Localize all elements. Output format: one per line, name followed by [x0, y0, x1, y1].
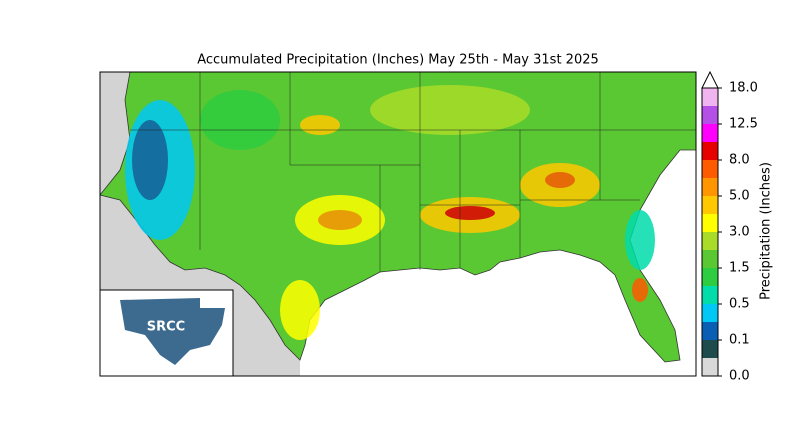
colorbar-segment	[702, 88, 718, 106]
colorbar-segment	[702, 322, 718, 340]
colorbar-extend	[701, 70, 719, 89]
colorbar-segment	[702, 142, 718, 160]
colorbar-segment	[702, 160, 718, 178]
map: SRCC	[99, 71, 697, 377]
logo-shape	[120, 298, 225, 365]
colorbar-tick-label: 0.1	[729, 333, 750, 348]
colorbar-tick-label: 8.0	[729, 153, 750, 168]
colorbar-segment	[702, 178, 718, 196]
colorbar: 0.0 0.1 0.5 1.5 3.0 5.0 8.0 12.5 18.0	[701, 70, 758, 384]
colorbar-segment	[702, 196, 718, 214]
colorbar-tick-label: 1.5	[729, 261, 750, 276]
colorbar-tick-label: 18.0	[729, 81, 758, 96]
colorbar-segment	[702, 358, 718, 376]
colorbar-segment	[702, 250, 718, 268]
colorbar-segment	[702, 232, 718, 250]
colorbar-segment	[702, 340, 718, 358]
colorbar-segment	[702, 304, 718, 322]
map-frame	[99, 71, 697, 377]
logo-text: SRCC	[147, 320, 185, 335]
colorbar-tick-label: 12.5	[729, 117, 758, 132]
colorbar-tick-label: 3.0	[729, 225, 750, 240]
state-borders	[130, 72, 696, 272]
colorbar-segment	[702, 124, 718, 142]
colorbar-segment	[702, 286, 718, 304]
land-outside	[100, 72, 130, 195]
colorbar-tick-label: 0.5	[729, 297, 750, 312]
colorbar-tick-label: 0.0	[729, 369, 750, 384]
logo: SRCC	[99, 289, 234, 377]
colorbar-tick-label: 5.0	[729, 189, 750, 204]
colorbar-label: Precipitation (Inches)	[759, 162, 774, 300]
map-title: Accumulated Precipitation (Inches) May 2…	[197, 53, 599, 68]
colorbar-segment	[702, 214, 718, 232]
precip-patches	[125, 85, 655, 340]
colorbar-segment	[702, 106, 718, 124]
colorbar-segment	[702, 268, 718, 286]
